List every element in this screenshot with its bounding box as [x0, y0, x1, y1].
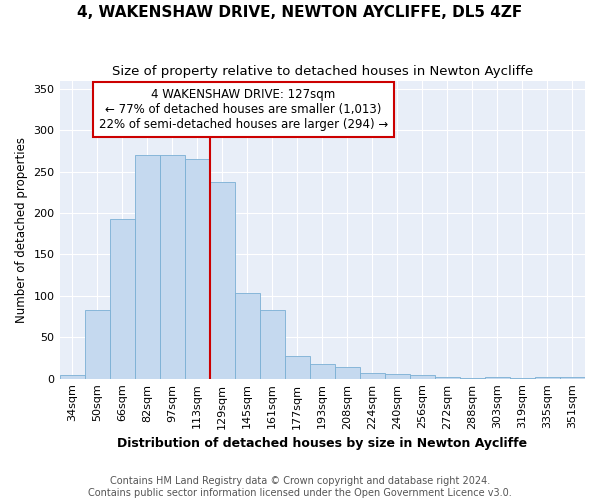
- Bar: [385, 374, 410, 378]
- Bar: [110, 219, 134, 378]
- Bar: [134, 155, 160, 378]
- Bar: [209, 182, 235, 378]
- Bar: [185, 159, 209, 378]
- Bar: [235, 294, 260, 378]
- Text: 4 WAKENSHAW DRIVE: 127sqm
← 77% of detached houses are smaller (1,013)
22% of se: 4 WAKENSHAW DRIVE: 127sqm ← 77% of detac…: [99, 88, 388, 131]
- Bar: [435, 377, 460, 378]
- Bar: [310, 364, 335, 378]
- X-axis label: Distribution of detached houses by size in Newton Aycliffe: Distribution of detached houses by size …: [117, 437, 527, 450]
- Bar: [485, 377, 510, 378]
- Text: 4, WAKENSHAW DRIVE, NEWTON AYCLIFFE, DL5 4ZF: 4, WAKENSHAW DRIVE, NEWTON AYCLIFFE, DL5…: [77, 5, 523, 20]
- Bar: [160, 155, 185, 378]
- Bar: [335, 367, 360, 378]
- Bar: [360, 373, 385, 378]
- Bar: [85, 310, 110, 378]
- Bar: [59, 374, 85, 378]
- Bar: [285, 356, 310, 378]
- Text: Contains HM Land Registry data © Crown copyright and database right 2024.
Contai: Contains HM Land Registry data © Crown c…: [88, 476, 512, 498]
- Bar: [560, 377, 585, 378]
- Title: Size of property relative to detached houses in Newton Aycliffe: Size of property relative to detached ho…: [112, 65, 533, 78]
- Y-axis label: Number of detached properties: Number of detached properties: [15, 136, 28, 322]
- Bar: [410, 374, 435, 378]
- Bar: [535, 377, 560, 378]
- Bar: [260, 310, 285, 378]
